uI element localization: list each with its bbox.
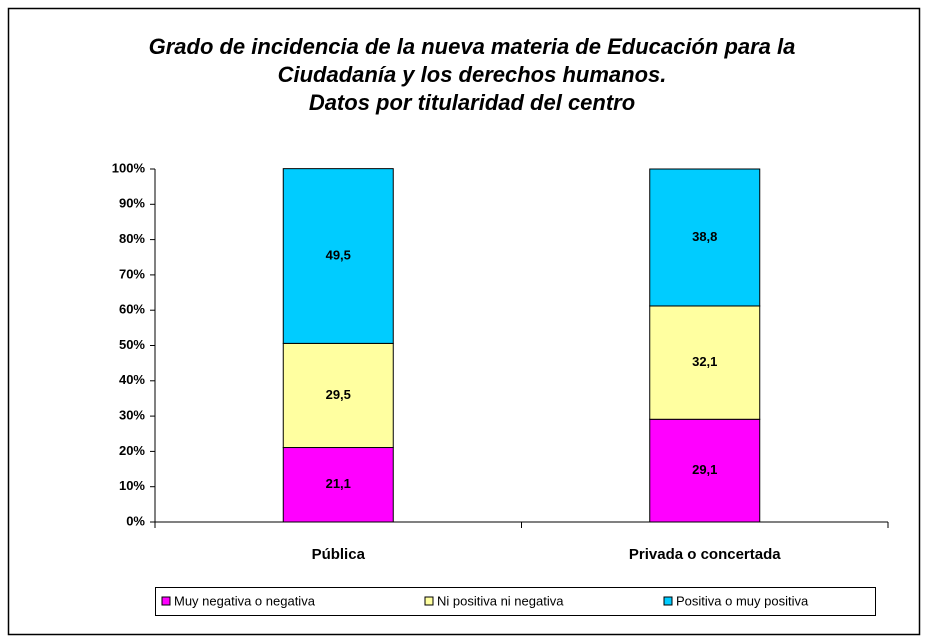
data-label: 29,5: [326, 387, 351, 402]
bar-segment: [282, 447, 394, 523]
y-tick-label: 50%: [119, 337, 145, 352]
legend-swatch: [161, 596, 171, 606]
y-tick-label: 80%: [119, 231, 145, 246]
chart-title: Ciudadanía y los derechos humanos.: [278, 62, 667, 87]
bar-segment: [649, 418, 761, 523]
y-tick-label: 40%: [119, 372, 145, 387]
data-label: 21,1: [326, 476, 351, 491]
y-tick-label: 20%: [119, 443, 145, 458]
legend-box: [155, 587, 876, 616]
legend-swatch: [663, 596, 673, 606]
bar-segment: [649, 305, 761, 420]
legend-label: Ni positiva ni negativa: [437, 593, 564, 608]
legend-swatch: [424, 596, 434, 606]
x-tick-label: Pública: [312, 546, 366, 563]
y-tick-label: 60%: [119, 302, 145, 317]
y-tick-label: 30%: [119, 408, 145, 423]
data-label: 38,8: [692, 229, 717, 244]
y-tick-label: 100%: [112, 160, 146, 175]
x-tick-label: Privada o concertada: [629, 546, 781, 563]
chart-border: [7, 7, 921, 636]
y-tick-label: 0%: [126, 513, 145, 528]
y-tick-label: 10%: [119, 478, 145, 493]
bar-segment: [282, 168, 394, 344]
data-label: 32,1: [692, 354, 717, 369]
bar-segment: [282, 342, 394, 449]
data-label: 49,5: [326, 247, 351, 262]
y-tick-label: 70%: [119, 266, 145, 281]
bar-segment: [649, 168, 761, 307]
data-label: 29,1: [692, 462, 717, 477]
chart-title: Datos por titularidad del centro: [309, 90, 635, 115]
chart-title: Grado de incidencia de la nueva materia …: [149, 34, 796, 59]
legend-label: Muy negativa o negativa: [174, 593, 316, 608]
y-tick-label: 90%: [119, 196, 145, 211]
legend-label: Positiva o muy positiva: [676, 593, 809, 608]
